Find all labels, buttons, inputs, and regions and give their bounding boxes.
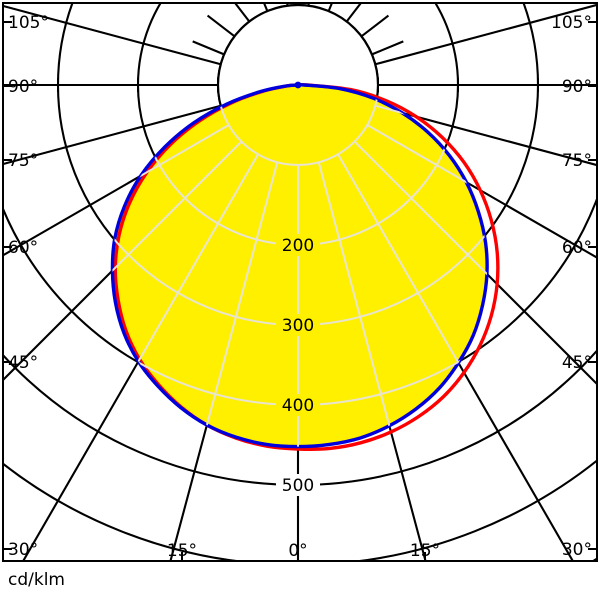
- radial-label: 300: [282, 316, 314, 336]
- grid-spoke-inner: [317, 162, 481, 447]
- distribution-fill: [112, 84, 488, 447]
- radial-tick-labels: 200 300 400 500: [276, 234, 320, 496]
- curve-c90-c270: [113, 82, 500, 451]
- angle-label: 90°: [562, 77, 592, 97]
- angle-label: 105°: [551, 13, 592, 33]
- angle-label: 45°: [562, 353, 592, 373]
- polar-plot: 105° 90° 75° 60° 45° 30° 105° 90° 75° 60° 45° 30° 15…: [3, 3, 597, 561]
- radial-label-halo: [276, 314, 320, 336]
- grid-spoke: [3, 104, 222, 166]
- grid-spoke-inner: [337, 153, 488, 447]
- radial-label-halo: [276, 394, 320, 416]
- grid-spoke-upper: [262, 3, 269, 12]
- grid-spoke-inner: [366, 124, 488, 436]
- radial-label-halo: [276, 474, 320, 496]
- angle-label: 75°: [8, 151, 38, 171]
- angle-label: 75°: [562, 151, 592, 171]
- angle-label: 0°: [288, 541, 307, 561]
- angle-label: 15°: [410, 541, 440, 561]
- angle-tick-labels: 105° 90° 75° 60° 45° 30° 105° 90° 75° 60° 45° 30° 15…: [8, 13, 592, 561]
- grid-spoke-upper: [233, 3, 251, 23]
- angle-label: 60°: [8, 238, 38, 258]
- angle-label: 45°: [8, 353, 38, 373]
- grid-spoke-inner: [353, 140, 488, 447]
- radial-label-halo: [276, 234, 320, 256]
- angle-label: 60°: [562, 238, 592, 258]
- grid-spoke-upper: [206, 14, 236, 38]
- angle-label: 15°: [167, 541, 197, 561]
- grid-spoke-upper: [327, 3, 334, 12]
- grid-spoke-inner: [112, 153, 259, 447]
- curve-c0-c180: [110, 83, 489, 449]
- grid-spoke-upper: [360, 14, 390, 38]
- grid-spoke-inner: [112, 140, 243, 447]
- angle-label: 90°: [8, 77, 38, 97]
- grid-spoke-upper: [192, 40, 225, 56]
- angle-label: 30°: [562, 540, 592, 560]
- grid-spoke: [374, 104, 597, 167]
- grid-spoke: [3, 4, 222, 66]
- radial-label: 400: [282, 396, 314, 416]
- grid-spoke: [374, 3, 597, 66]
- apex-marker: [294, 81, 302, 89]
- angle-label: 30°: [8, 540, 38, 560]
- radial-label: 500: [282, 476, 314, 496]
- grid-spoke-inner: [115, 162, 279, 447]
- unit-axis-label: cd/klm: [8, 570, 65, 590]
- grid-spoke-upper: [345, 3, 363, 23]
- grid-spoke-upper: [371, 40, 404, 56]
- radial-label: 200: [282, 236, 314, 256]
- frame-tick-marks: [3, 21, 597, 561]
- angle-label: 105°: [8, 13, 49, 33]
